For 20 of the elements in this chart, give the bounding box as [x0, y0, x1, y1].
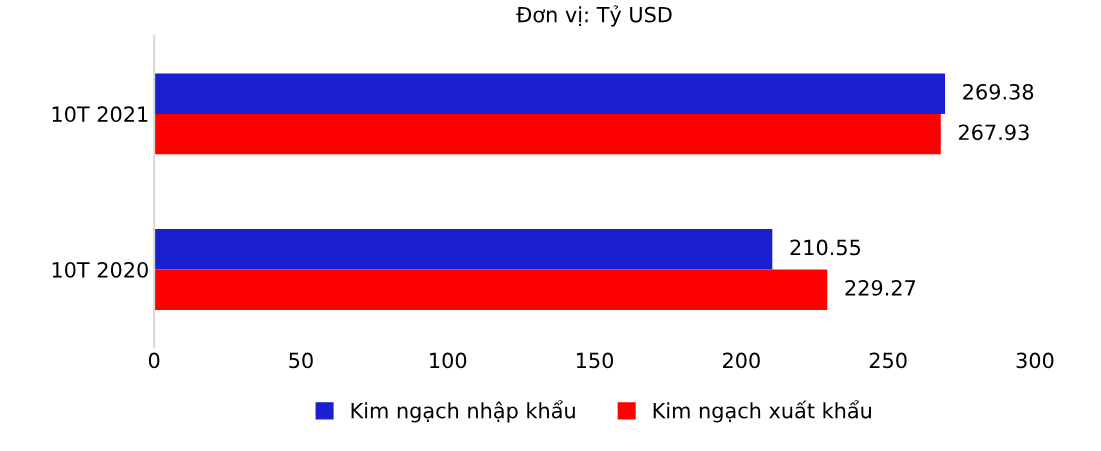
bar [154, 73, 946, 114]
data-label: 210.55 [790, 239, 861, 256]
x-tick-label: 300 [1016, 352, 1054, 369]
data-label: 269.38 [963, 83, 1034, 100]
x-tick-label: 100 [430, 352, 467, 369]
legend-label: Kim ngạch xuất khẩu [653, 400, 871, 423]
data-label: 229.27 [845, 279, 916, 296]
chart-title: Đơn vị: Tỷ USD [516, 5, 672, 27]
x-tick-label: 250 [869, 352, 907, 369]
bar [154, 113, 941, 155]
x-tick-label: 0 [148, 352, 160, 369]
y-tick-label: 10T 2021 [52, 106, 148, 123]
bar [154, 229, 773, 270]
bar [154, 269, 828, 310]
x-tick-label: 50 [289, 352, 313, 369]
y-tick-label: 10T 2020 [52, 261, 148, 278]
legend-label: Kim ngạch nhập khẩu [351, 400, 575, 423]
x-tick-label: 150 [576, 352, 614, 369]
data-label: 267.93 [958, 124, 1029, 141]
x-tick-label: 200 [722, 352, 760, 369]
